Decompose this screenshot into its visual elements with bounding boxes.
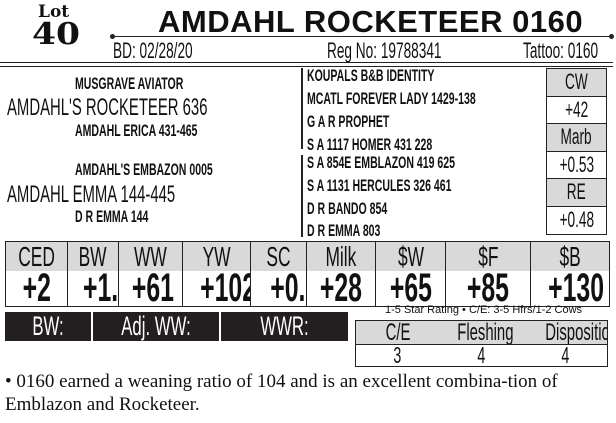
epd-sc: SC+0.61 [251,242,307,306]
rating-table: C/E Fleshing Disposition 3 4 4 [355,320,608,367]
ancestor: G A R PROPHET [307,112,390,131]
lot-note: • 0160 earned a weaning ratio of 104 and… [5,371,558,415]
epd-bw: BW+1.8 [68,242,119,306]
epd-ced: CED +2 [6,242,68,306]
ancestor: S A 1131 HERCULES 326 461 [307,176,452,195]
reg-number: Reg No: 19788341 [327,38,442,63]
marb-value: +0.53 [547,152,606,179]
rating-value: 4 [561,345,570,366]
ancestor: MCATL FOREVER LADY 1429-138 [307,89,476,108]
lot-label: Lot [38,2,70,22]
re-value: +0.48 [559,206,594,232]
cw-label: CW [547,69,606,97]
sire-dam: AMDAHL ERICA 431-465 [75,121,198,140]
epd-dollar-w: $W +65 [376,242,446,306]
weaning-weight-ratio: WWR: 104 [221,312,348,341]
lot-number: 40 [32,17,81,52]
double-rule [0,62,613,67]
epd-milk: Milk +28 [307,242,376,306]
marb-label: Marb [547,124,606,152]
birth-weight: BW: 84 [5,312,91,341]
rating-header: C/E [385,321,411,344]
sire-sire: MUSGRAVE AVIATOR [75,74,184,93]
carcass-epd-box: CW +42 Marb +0.53 RE +0.48 [546,68,607,235]
animal-title: AMDAHL ROCKETEER 0160 [158,4,584,39]
adjusted-weaning-weight: Adj. WW: 761 [93,312,219,341]
title-rule [110,33,614,39]
rating-caption: 1-5 Star Rating • C/E: 3-5 Hfrs/1-2 Cows [385,304,583,316]
ancestor: D R EMMA 803 [307,221,381,240]
dam-dam: D R EMMA 144 [75,207,149,226]
ancestor: D R BANDO 854 [307,199,388,218]
rating-value: 3 [393,345,402,366]
dam: AMDAHL EMMA 144-445 [7,181,176,208]
ancestor: S A 854E EMBLAZON 419 625 [307,153,456,172]
sire: AMDAHL'S ROCKETEER 636 [7,94,208,121]
pedigree-bracket [301,68,303,149]
birth-date: BD: 02/28/20 [113,38,193,63]
tattoo: Tattoo: 0160 [523,38,599,63]
rating-value: 4 [477,345,486,366]
dam-sire: AMDAHL'S EMBAZON 0005 [75,160,213,179]
rating-header: Fleshing [456,321,514,344]
pedigree-bracket [301,155,303,237]
cw-value: +42 [547,97,606,124]
epd-dollar-f: $F +85 [446,242,531,306]
ancestor: KOUPALS B&B IDENTITY [307,66,435,85]
rating-header: Disposition [545,321,607,344]
epd-dollar-b: $B +130 [531,242,609,306]
epd-yw: YW +102 [183,242,251,306]
epd-ww: WW +61 [119,242,183,306]
re-label: RE [547,179,606,207]
ancestor: S A 1117 HOMER 431 228 [307,135,433,154]
epd-table: CED+2 BW+1.8 WW+61 YW+102 SC+0.61 Milk+2… [5,241,610,307]
